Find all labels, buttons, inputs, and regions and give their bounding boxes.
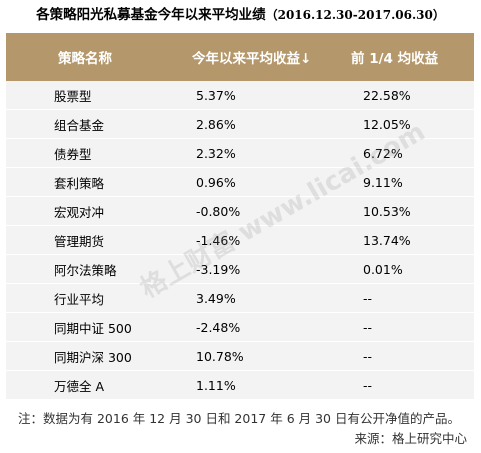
table-row: 套利策略 0.96% 9.11% — [6, 168, 474, 197]
source-note: 来源：格上研究中心 — [354, 431, 467, 446]
cell-strategy: 组合基金 — [54, 117, 105, 133]
cell-top-quartile-return: 9.11% — [363, 174, 403, 190]
cell-top-quartile-return: 10.53% — [363, 203, 411, 219]
strategy-performance-table: 策略名称 今年以来平均收益↓ 前 1/4 均收益 股票型 5.37% 22.58% 组… — [6, 33, 474, 400]
table-row: 万德全 A 1.11% -- — [6, 371, 474, 400]
table-header-row: 策略名称 今年以来平均收益↓ 前 1/4 均收益 — [6, 33, 474, 81]
cell-strategy: 同期中证 500 — [54, 320, 132, 336]
header-strategy[interactable]: 策略名称 — [58, 51, 112, 67]
cell-ytd-return: -1.46% — [196, 232, 241, 248]
cell-ytd-return: 2.32% — [196, 145, 236, 161]
footnote: 注：数据为有 2016 年 12 月 30 日和 2017 年 6 月 30 日… — [18, 411, 460, 426]
cell-top-quartile-return: -- — [363, 319, 373, 335]
table-row: 债券型 2.32% 6.72% — [6, 139, 474, 168]
cell-strategy: 宏观对冲 — [54, 204, 105, 220]
cell-ytd-return: 2.86% — [196, 116, 236, 132]
title-date-range: （2016.12.30-2017.06.30） — [265, 8, 445, 22]
table-row: 同期中证 500 -2.48% -- — [6, 313, 474, 342]
cell-ytd-return: -0.80% — [196, 203, 241, 219]
table-row: 同期沪深 300 10.78% -- — [6, 342, 474, 371]
cell-strategy: 管理期货 — [54, 233, 105, 249]
cell-strategy: 万德全 A — [54, 378, 105, 394]
cell-strategy: 阿尔法策略 — [54, 262, 117, 278]
header-ytd-return[interactable]: 今年以来平均收益↓ — [192, 51, 312, 67]
cell-ytd-return: -2.48% — [196, 319, 241, 335]
table-row: 阿尔法策略 -3.19% 0.01% — [6, 255, 474, 284]
table-row: 组合基金 2.86% 12.05% — [6, 110, 474, 139]
cell-strategy: 套利策略 — [54, 175, 105, 191]
cell-top-quartile-return: 6.72% — [363, 145, 403, 161]
cell-strategy: 债券型 — [54, 146, 92, 162]
table-row: 管理期货 -1.46% 13.74% — [6, 226, 474, 255]
title-text: 各策略阳光私募基金今年以来平均业绩 — [36, 7, 266, 23]
cell-strategy: 股票型 — [54, 88, 92, 104]
table-title: 各策略阳光私募基金今年以来平均业绩（2016.12.30-2017.06.30） — [0, 2, 481, 28]
cell-top-quartile-return: 22.58% — [363, 87, 411, 103]
cell-ytd-return: 0.96% — [196, 174, 236, 190]
table-body: 股票型 5.37% 22.58% 组合基金 2.86% 12.05% 债券型 2.32% 6.7… — [6, 81, 474, 400]
cell-top-quartile-return: 13.74% — [363, 232, 411, 248]
header-top-quartile-return[interactable]: 前 1/4 均收益 — [351, 51, 439, 67]
cell-top-quartile-return: -- — [363, 348, 373, 364]
cell-strategy: 行业平均 — [54, 291, 105, 307]
cell-strategy: 同期沪深 300 — [54, 349, 132, 365]
cell-ytd-return: -3.19% — [196, 261, 241, 277]
cell-top-quartile-return: 0.01% — [363, 261, 403, 277]
cell-top-quartile-return: 12.05% — [363, 116, 411, 132]
cell-ytd-return: 10.78% — [196, 348, 244, 364]
cell-top-quartile-return: -- — [363, 290, 373, 306]
table-row: 行业平均 3.49% -- — [6, 284, 474, 313]
table-row: 宏观对冲 -0.80% 10.53% — [6, 197, 474, 226]
cell-top-quartile-return: -- — [363, 377, 373, 393]
cell-ytd-return: 1.11% — [196, 377, 236, 393]
table-row: 股票型 5.37% 22.58% — [6, 81, 474, 110]
cell-ytd-return: 3.49% — [196, 290, 236, 306]
cell-ytd-return: 5.37% — [196, 87, 236, 103]
